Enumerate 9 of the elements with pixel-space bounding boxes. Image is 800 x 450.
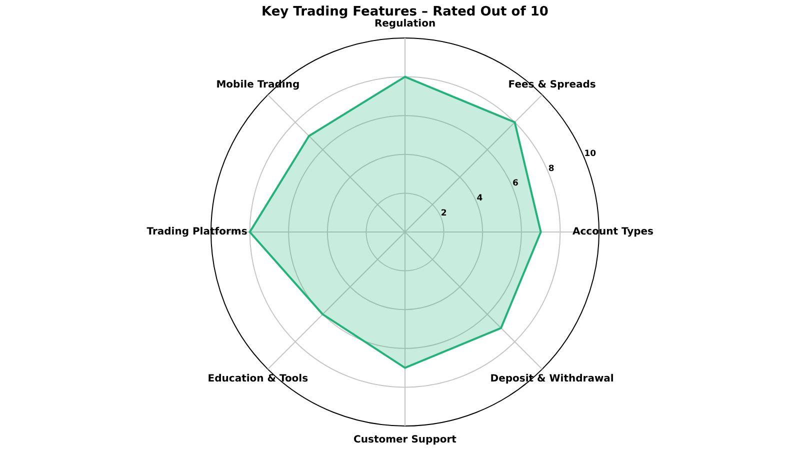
y-tick-label: 8 [548,164,554,174]
spoke-label: Regulation [374,18,436,30]
y-tick-label: 4 [476,194,483,204]
chart-title: Key Trading Features – Rated Out of 10 [262,4,548,20]
y-tick-label: 10 [584,148,596,159]
spoke-label: Customer Support [354,434,457,446]
spoke-label: Education & Tools [208,374,308,385]
y-tick-label: 2 [440,208,447,218]
y-tick-label: 6 [512,178,519,189]
